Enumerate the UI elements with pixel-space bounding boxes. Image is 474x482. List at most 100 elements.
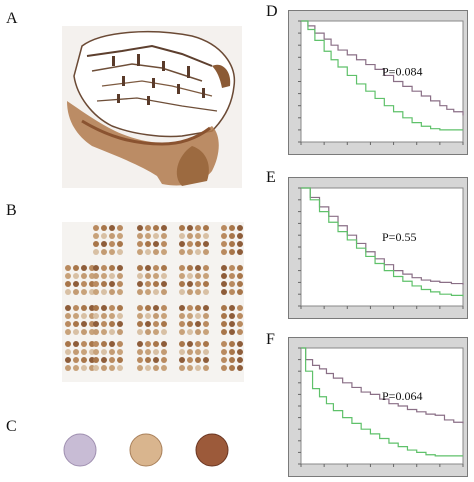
tma-core	[237, 273, 243, 279]
plot-area	[300, 20, 464, 143]
tma-core	[179, 281, 185, 287]
tma-core	[101, 349, 107, 355]
tma-core	[195, 241, 201, 247]
tma-core	[221, 265, 227, 271]
tma-core	[109, 321, 115, 327]
stained-cores-drawing	[63, 433, 229, 467]
tma-core	[137, 249, 143, 255]
km-plot-d: P=0.084	[288, 10, 468, 155]
tma-core	[109, 241, 115, 247]
tma-core	[195, 349, 201, 355]
tma-core	[137, 265, 143, 271]
tma-core	[153, 273, 159, 279]
tma-core	[187, 233, 193, 239]
tma-core	[179, 241, 185, 247]
tma-core	[179, 265, 185, 271]
survival-curve-2	[301, 20, 463, 131]
tma-core	[137, 357, 143, 363]
tma-core	[137, 281, 143, 287]
tma-core	[65, 365, 71, 371]
tma-core	[109, 289, 115, 295]
tma-core	[101, 341, 107, 347]
core-low-staining	[64, 434, 96, 466]
tma-core	[179, 321, 185, 327]
tma-core	[203, 241, 209, 247]
stained-cores-image	[62, 430, 244, 470]
tma-core	[101, 321, 107, 327]
tma-core	[109, 349, 115, 355]
tma-core	[117, 225, 123, 231]
tma-core	[81, 341, 87, 347]
tma-core	[81, 289, 87, 295]
km-plot-f: P=0.064	[288, 337, 468, 477]
tma-core	[145, 365, 151, 371]
tma-core	[237, 357, 243, 363]
tma-core	[137, 241, 143, 247]
tma-core	[109, 273, 115, 279]
tma-core	[93, 265, 99, 271]
tma-core	[187, 313, 193, 319]
tma-core	[237, 281, 243, 287]
km-plot-e-svg: P=0.55	[298, 187, 464, 309]
panel-label-d: D	[266, 3, 278, 20]
tma-core	[221, 365, 227, 371]
tma-core	[109, 357, 115, 363]
tma-core	[237, 321, 243, 327]
tma-core	[221, 225, 227, 231]
tma-core	[221, 241, 227, 247]
tma-core	[109, 365, 115, 371]
tma-core	[229, 249, 235, 255]
tma-core	[145, 249, 151, 255]
tma-core	[73, 305, 79, 311]
plot-area	[300, 187, 464, 307]
tma-core	[153, 313, 159, 319]
tma-core	[101, 273, 107, 279]
tma-core	[195, 321, 201, 327]
tma-core	[109, 233, 115, 239]
p-value-annotation: P=0.064	[382, 389, 422, 403]
tma-core	[161, 265, 167, 271]
tma-core	[101, 249, 107, 255]
tma-core	[81, 313, 87, 319]
tma-core	[101, 281, 107, 287]
tma-core	[237, 241, 243, 247]
tma-core	[187, 349, 193, 355]
tma-core	[161, 305, 167, 311]
tma-core	[93, 313, 99, 319]
tma-core	[179, 225, 185, 231]
tma-core	[221, 341, 227, 347]
tma-core	[203, 273, 209, 279]
tma-core	[145, 289, 151, 295]
tma-core	[229, 349, 235, 355]
tma-core	[161, 273, 167, 279]
tma-core	[117, 349, 123, 355]
tma-core	[101, 305, 107, 311]
tma-core	[81, 265, 87, 271]
tma-core	[145, 341, 151, 347]
tma-core	[73, 365, 79, 371]
tma-core	[237, 225, 243, 231]
tma-core	[93, 225, 99, 231]
tma-core	[229, 289, 235, 295]
tma-core	[161, 329, 167, 335]
tma-core	[221, 281, 227, 287]
tma-core	[145, 265, 151, 271]
tma-core	[237, 249, 243, 255]
tma-core	[161, 225, 167, 231]
tma-core	[73, 289, 79, 295]
tma-core	[137, 329, 143, 335]
tma-core	[179, 313, 185, 319]
tma-core	[93, 349, 99, 355]
tma-core	[237, 365, 243, 371]
km-plot-f-svg: P=0.064	[298, 347, 464, 467]
tma-core	[109, 225, 115, 231]
tma-core	[93, 321, 99, 327]
tma-core	[145, 329, 151, 335]
tma-core	[203, 349, 209, 355]
tma-core	[195, 289, 201, 295]
tma-core	[101, 329, 107, 335]
tma-core	[195, 225, 201, 231]
tma-core	[203, 265, 209, 271]
tma-core	[203, 281, 209, 287]
tma-core	[187, 329, 193, 335]
